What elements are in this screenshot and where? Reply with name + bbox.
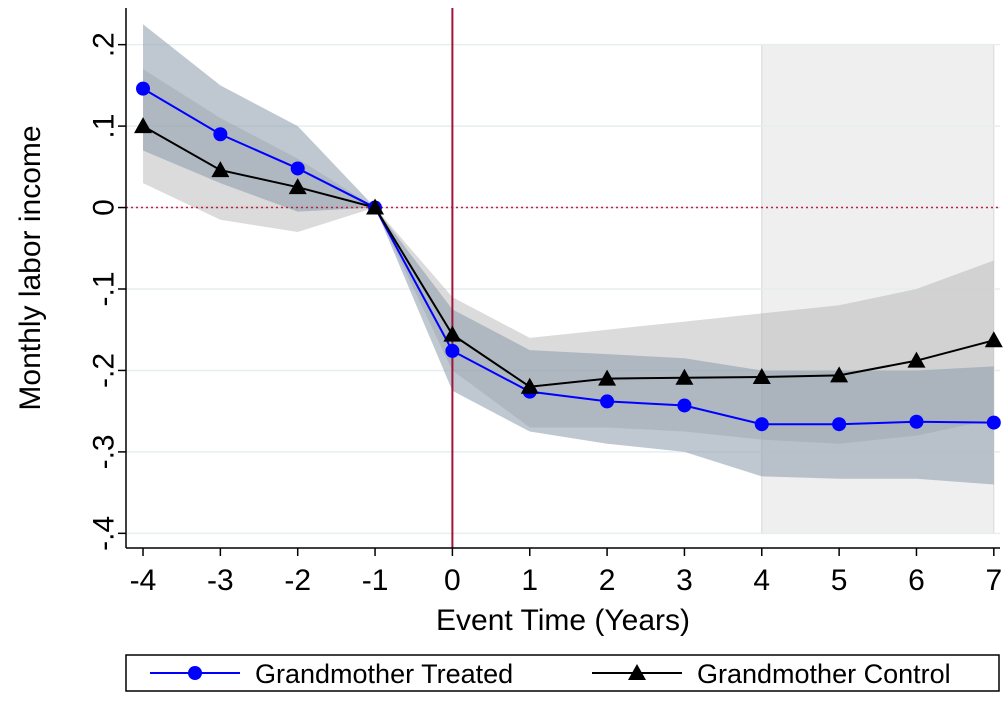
point xyxy=(754,417,769,432)
point xyxy=(443,325,462,342)
point xyxy=(830,366,849,383)
y-tick-label: -.1 xyxy=(88,271,121,306)
series-line xyxy=(142,125,995,388)
point xyxy=(366,198,385,215)
x-tick-label: -1 xyxy=(362,564,389,597)
x-tick-label: 3 xyxy=(676,564,693,597)
legend-label: Grandmother Control xyxy=(697,659,951,689)
point xyxy=(832,417,847,432)
point xyxy=(598,369,617,386)
y-tick-label: -.2 xyxy=(88,353,121,388)
legend-marker xyxy=(188,666,202,680)
x-tick-label: 5 xyxy=(831,564,848,597)
x-tick-label: 0 xyxy=(444,564,461,597)
x-tick-label: 7 xyxy=(985,564,1002,597)
point xyxy=(909,414,924,429)
y-tick-label: .1 xyxy=(88,114,121,139)
legend-box xyxy=(125,654,1000,692)
point xyxy=(907,351,926,368)
point xyxy=(445,343,460,358)
y-axis-title: Monthly labor income xyxy=(14,125,47,410)
point xyxy=(986,415,1001,430)
point xyxy=(600,394,615,409)
x-tick-label: 2 xyxy=(599,564,616,597)
y-tick-label: -.4 xyxy=(88,516,121,551)
point xyxy=(520,377,539,394)
legend-marker xyxy=(628,664,646,680)
point xyxy=(752,367,771,384)
x-tick-label: -4 xyxy=(130,564,157,597)
x-tick-label: -2 xyxy=(284,564,311,597)
series-line xyxy=(142,87,994,426)
confidence-band xyxy=(143,24,994,485)
point xyxy=(675,368,694,385)
x-tick-label: -3 xyxy=(207,564,234,597)
point xyxy=(213,127,228,142)
x-tick-label: 4 xyxy=(753,564,770,597)
y-tick-label: -.3 xyxy=(88,434,121,469)
point xyxy=(136,81,151,96)
legend-label: Grandmother Treated xyxy=(255,659,513,689)
point xyxy=(984,331,1003,348)
x-tick-label: 1 xyxy=(521,564,538,597)
confidence-band xyxy=(143,69,994,444)
point xyxy=(288,178,307,195)
y-tick-label: 0 xyxy=(88,199,121,216)
point xyxy=(134,117,153,134)
point xyxy=(290,161,305,176)
x-axis-title: Event Time (Years) xyxy=(436,604,690,637)
x-tick-label: 6 xyxy=(908,564,925,597)
y-tick-label: .2 xyxy=(88,32,121,57)
point xyxy=(211,161,230,178)
point xyxy=(677,398,692,413)
